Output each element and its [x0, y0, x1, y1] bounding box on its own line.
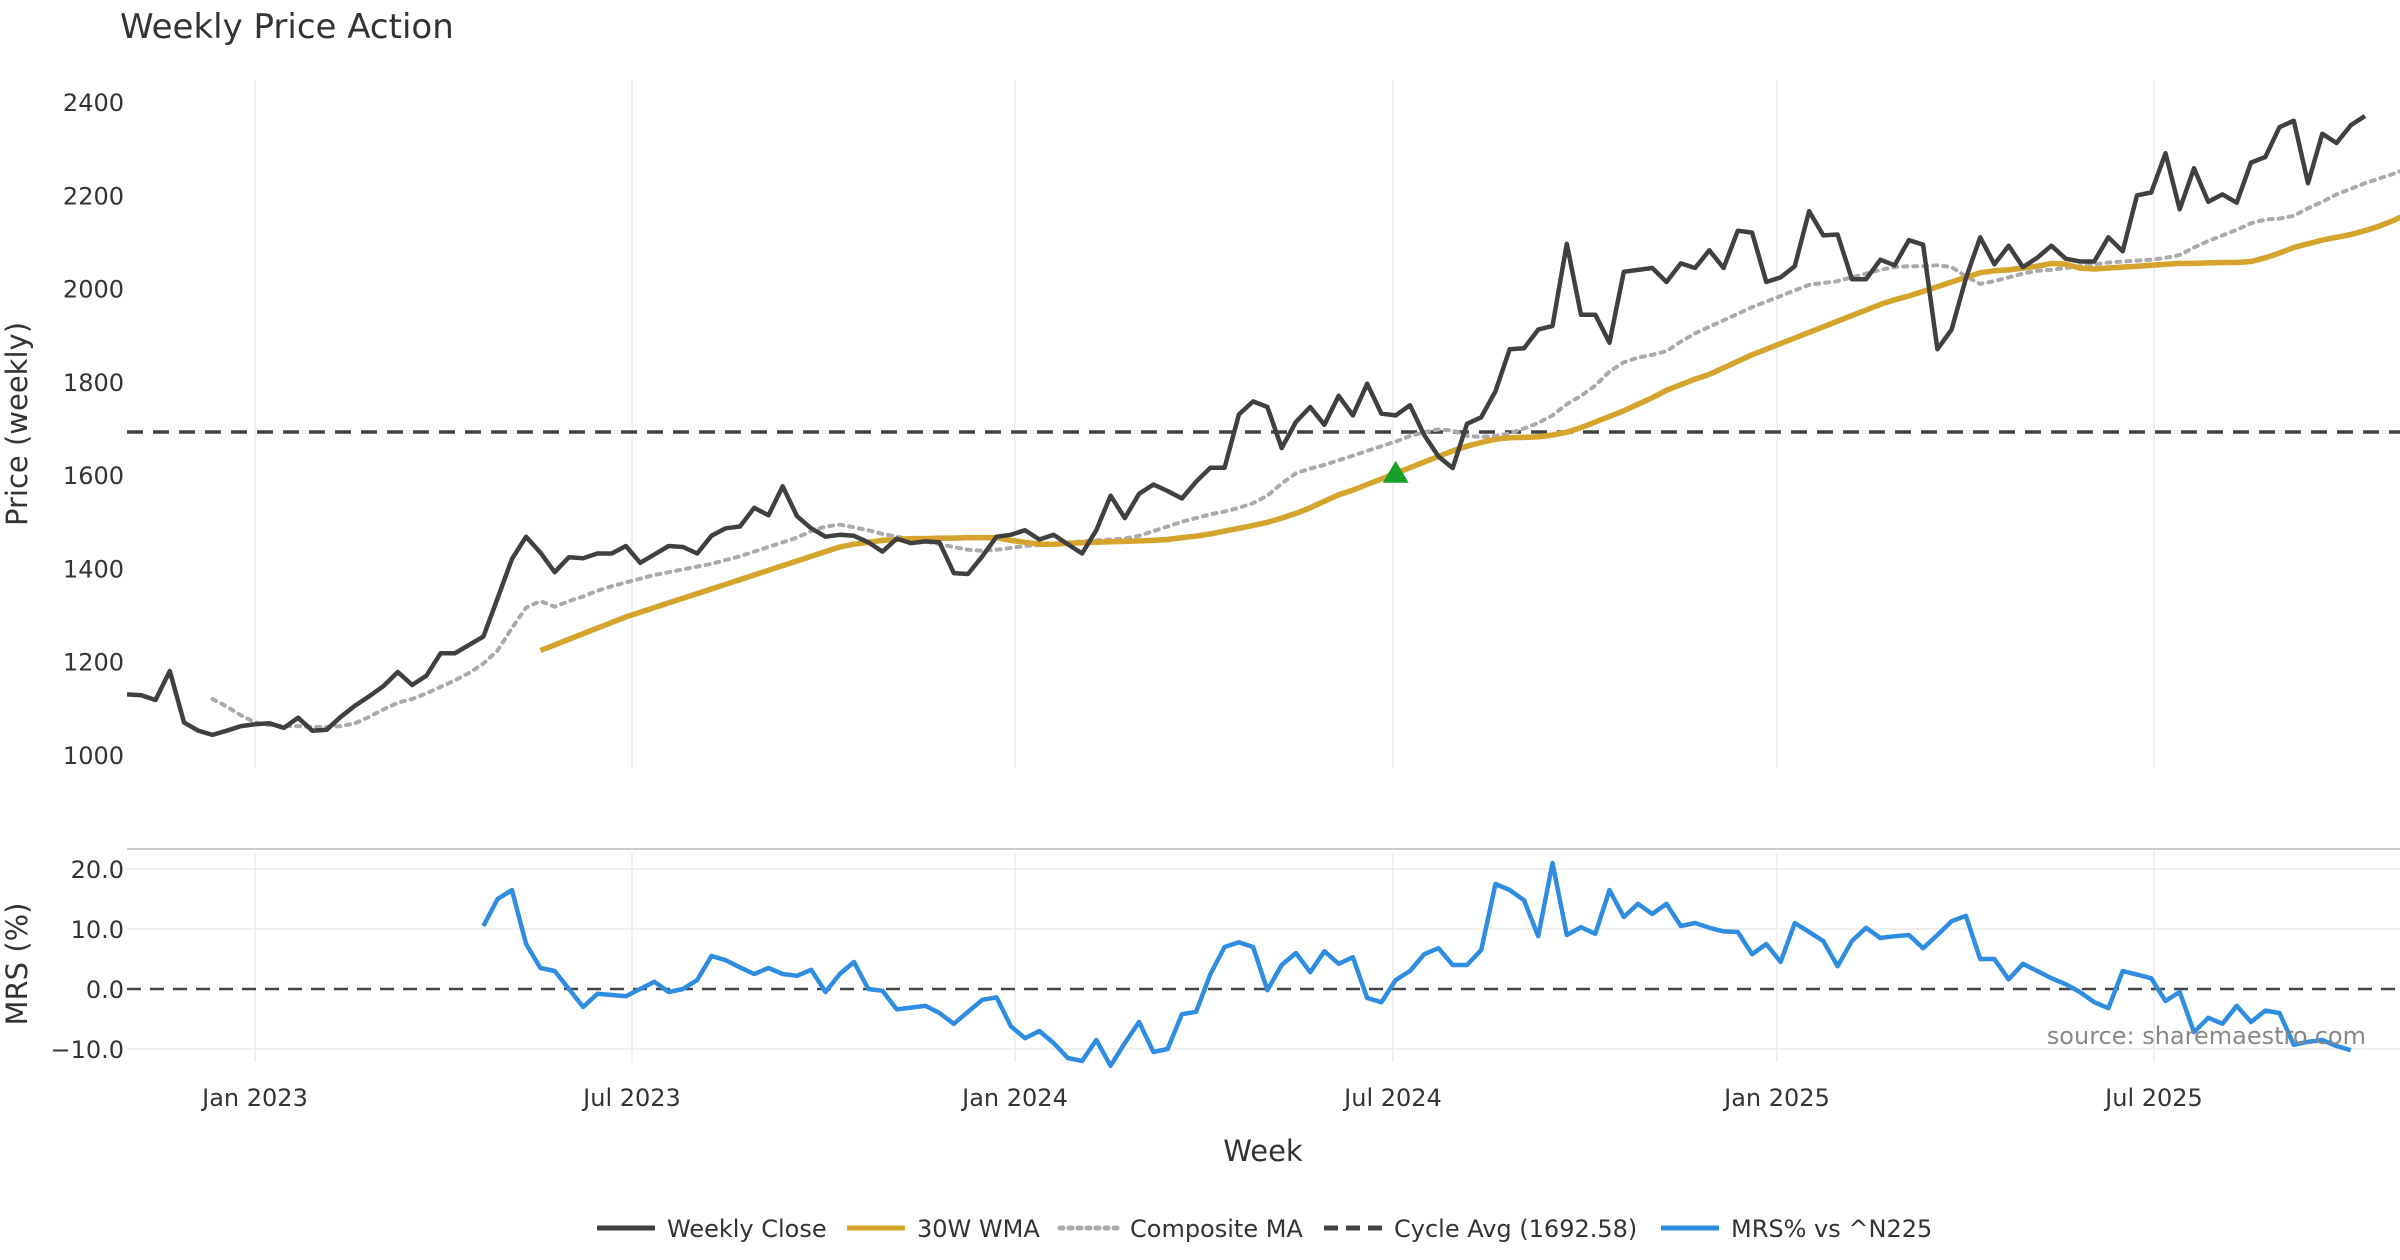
mrs-axis-label: MRS (%)	[0, 903, 34, 1026]
mrs-y-ticks: 20.0 10.0 0.0 −10.0	[50, 856, 124, 1064]
legend-label: 30W WMA	[917, 1215, 1040, 1243]
price-axis-label: Price (weekly)	[0, 322, 34, 526]
price-grid	[254, 80, 2155, 768]
mrs-y-tick-label: 10.0	[71, 916, 124, 944]
buy-signal-marker	[1382, 460, 1409, 483]
mrs-line	[481, 860, 2352, 1069]
x-tick-label: Jul 2025	[2103, 1084, 2203, 1112]
price-panel: 1000 1200 1400 1600 1800 2000 2200 2400 Price (…	[0, 80, 2400, 770]
legend: Weekly Close 30W WMA Composite MA Cycle Avg…	[597, 1215, 1932, 1243]
legend-item-close: Weekly Close	[597, 1215, 827, 1243]
weekly-close-line	[126, 114, 2367, 738]
price-y-ticks: 1000 1200 1400 1600 1800 2000 2200 2400	[63, 89, 124, 770]
legend-item-composite: Composite MA	[1057, 1215, 1303, 1243]
price-y-tick-label: 1800	[63, 369, 124, 397]
source-credit: source: sharemaestro.com	[2047, 1022, 2366, 1050]
x-tick-label: Jul 2024	[1342, 1084, 1442, 1112]
price-y-tick-label: 1400	[63, 555, 124, 583]
price-y-tick-label: 1600	[63, 462, 124, 490]
price-y-tick-label: 2400	[63, 89, 124, 117]
price-y-tick-label: 1200	[63, 649, 124, 677]
x-axis-label: Week	[1223, 1134, 1303, 1168]
x-tick-label: Jul 2023	[581, 1084, 681, 1112]
price-y-tick-label: 1000	[63, 742, 124, 770]
legend-label: MRS% vs ^N225	[1731, 1215, 1932, 1243]
x-tick-label: Jan 2023	[200, 1084, 308, 1112]
legend-item-wma: 30W WMA	[847, 1215, 1040, 1243]
chart-title: Weekly Price Action	[120, 7, 454, 47]
price-y-tick-label: 2000	[63, 276, 124, 304]
mrs-y-tick-label: −10.0	[50, 1036, 124, 1064]
mrs-y-tick-label: 0.0	[86, 976, 124, 1004]
legend-label: Cycle Avg (1692.58)	[1394, 1215, 1637, 1243]
legend-label: Weekly Close	[667, 1215, 827, 1243]
x-tick-label: Jan 2025	[1722, 1084, 1830, 1112]
legend-item-cycle: Cycle Avg (1692.58)	[1324, 1215, 1637, 1243]
mrs-y-tick-label: 20.0	[71, 856, 124, 884]
legend-label: Composite MA	[1130, 1215, 1303, 1243]
composite-ma-line	[210, 169, 2400, 729]
x-tick-label: Jan 2024	[960, 1084, 1068, 1112]
mrs-panel: 20.0 10.0 0.0 −10.0 MRS (%) source: sharema…	[0, 852, 2400, 1069]
price-y-tick-label: 2200	[63, 182, 124, 210]
x-axis-ticks: Jan 2023 Jul 2023 Jan 2024 Jul 2024 Jan 2025…	[200, 1084, 2203, 1112]
legend-item-mrs: MRS% vs ^N225	[1661, 1215, 1932, 1243]
